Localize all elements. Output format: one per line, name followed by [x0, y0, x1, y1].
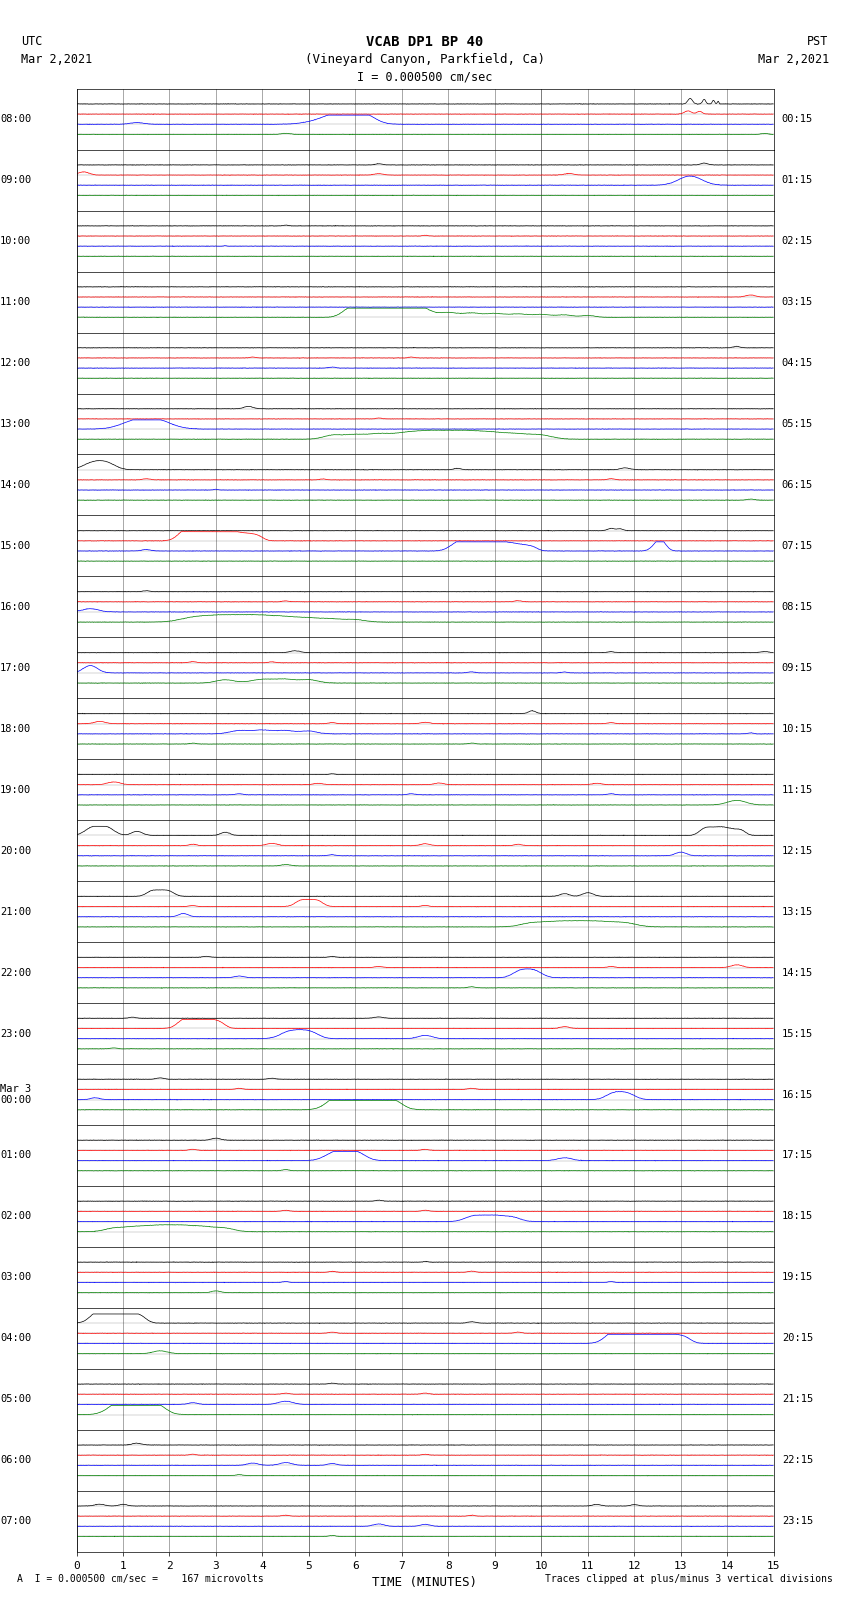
Text: 18:15: 18:15 — [782, 1211, 813, 1221]
Text: 08:00: 08:00 — [0, 115, 31, 124]
Text: 23:00: 23:00 — [0, 1029, 31, 1039]
Text: 06:00: 06:00 — [0, 1455, 31, 1465]
Text: 03:15: 03:15 — [782, 297, 813, 306]
Text: 00:15: 00:15 — [782, 115, 813, 124]
Text: 04:15: 04:15 — [782, 358, 813, 368]
Text: 05:15: 05:15 — [782, 419, 813, 429]
Text: 07:15: 07:15 — [782, 540, 813, 552]
Text: A  I = 0.000500 cm/sec =    167 microvolts: A I = 0.000500 cm/sec = 167 microvolts — [17, 1574, 264, 1584]
Text: 22:00: 22:00 — [0, 968, 31, 977]
Text: 16:15: 16:15 — [782, 1089, 813, 1100]
Text: 09:15: 09:15 — [782, 663, 813, 673]
Text: 14:00: 14:00 — [0, 481, 31, 490]
Text: 11:00: 11:00 — [0, 297, 31, 306]
Text: PST: PST — [808, 35, 829, 48]
Text: 01:15: 01:15 — [782, 176, 813, 185]
Text: 17:00: 17:00 — [0, 663, 31, 673]
Text: 01:00: 01:00 — [0, 1150, 31, 1160]
Text: 02:00: 02:00 — [0, 1211, 31, 1221]
Text: 19:00: 19:00 — [0, 786, 31, 795]
Text: 04:00: 04:00 — [0, 1334, 31, 1344]
Text: 13:00: 13:00 — [0, 419, 31, 429]
Text: (Vineyard Canyon, Parkfield, Ca): (Vineyard Canyon, Parkfield, Ca) — [305, 53, 545, 66]
Text: 02:15: 02:15 — [782, 235, 813, 247]
Text: 17:15: 17:15 — [782, 1150, 813, 1160]
Text: 05:00: 05:00 — [0, 1394, 31, 1405]
Text: Mar 2,2021: Mar 2,2021 — [21, 53, 93, 66]
Text: I = 0.000500 cm/sec: I = 0.000500 cm/sec — [357, 71, 493, 84]
Text: 20:00: 20:00 — [0, 845, 31, 855]
Text: 18:00: 18:00 — [0, 724, 31, 734]
Text: 14:15: 14:15 — [782, 968, 813, 977]
Text: 23:15: 23:15 — [782, 1516, 813, 1526]
Text: 12:00: 12:00 — [0, 358, 31, 368]
Text: 20:15: 20:15 — [782, 1334, 813, 1344]
Text: 15:15: 15:15 — [782, 1029, 813, 1039]
Text: Mar 3
00:00: Mar 3 00:00 — [0, 1084, 31, 1105]
Text: Mar 2,2021: Mar 2,2021 — [757, 53, 829, 66]
Text: VCAB DP1 BP 40: VCAB DP1 BP 40 — [366, 35, 484, 50]
Text: 07:00: 07:00 — [0, 1516, 31, 1526]
Text: 10:15: 10:15 — [782, 724, 813, 734]
Text: UTC: UTC — [21, 35, 42, 48]
Text: 12:15: 12:15 — [782, 845, 813, 855]
Text: 21:00: 21:00 — [0, 907, 31, 916]
Text: 03:00: 03:00 — [0, 1273, 31, 1282]
Text: 09:00: 09:00 — [0, 176, 31, 185]
Text: 11:15: 11:15 — [782, 786, 813, 795]
Text: 21:15: 21:15 — [782, 1394, 813, 1405]
Text: 16:00: 16:00 — [0, 602, 31, 611]
Text: 13:15: 13:15 — [782, 907, 813, 916]
Text: 10:00: 10:00 — [0, 235, 31, 247]
Text: 06:15: 06:15 — [782, 481, 813, 490]
Text: Traces clipped at plus/minus 3 vertical divisions: Traces clipped at plus/minus 3 vertical … — [545, 1574, 833, 1584]
X-axis label: TIME (MINUTES): TIME (MINUTES) — [372, 1576, 478, 1589]
Text: 19:15: 19:15 — [782, 1273, 813, 1282]
Text: 22:15: 22:15 — [782, 1455, 813, 1465]
Text: 15:00: 15:00 — [0, 540, 31, 552]
Text: 08:15: 08:15 — [782, 602, 813, 611]
